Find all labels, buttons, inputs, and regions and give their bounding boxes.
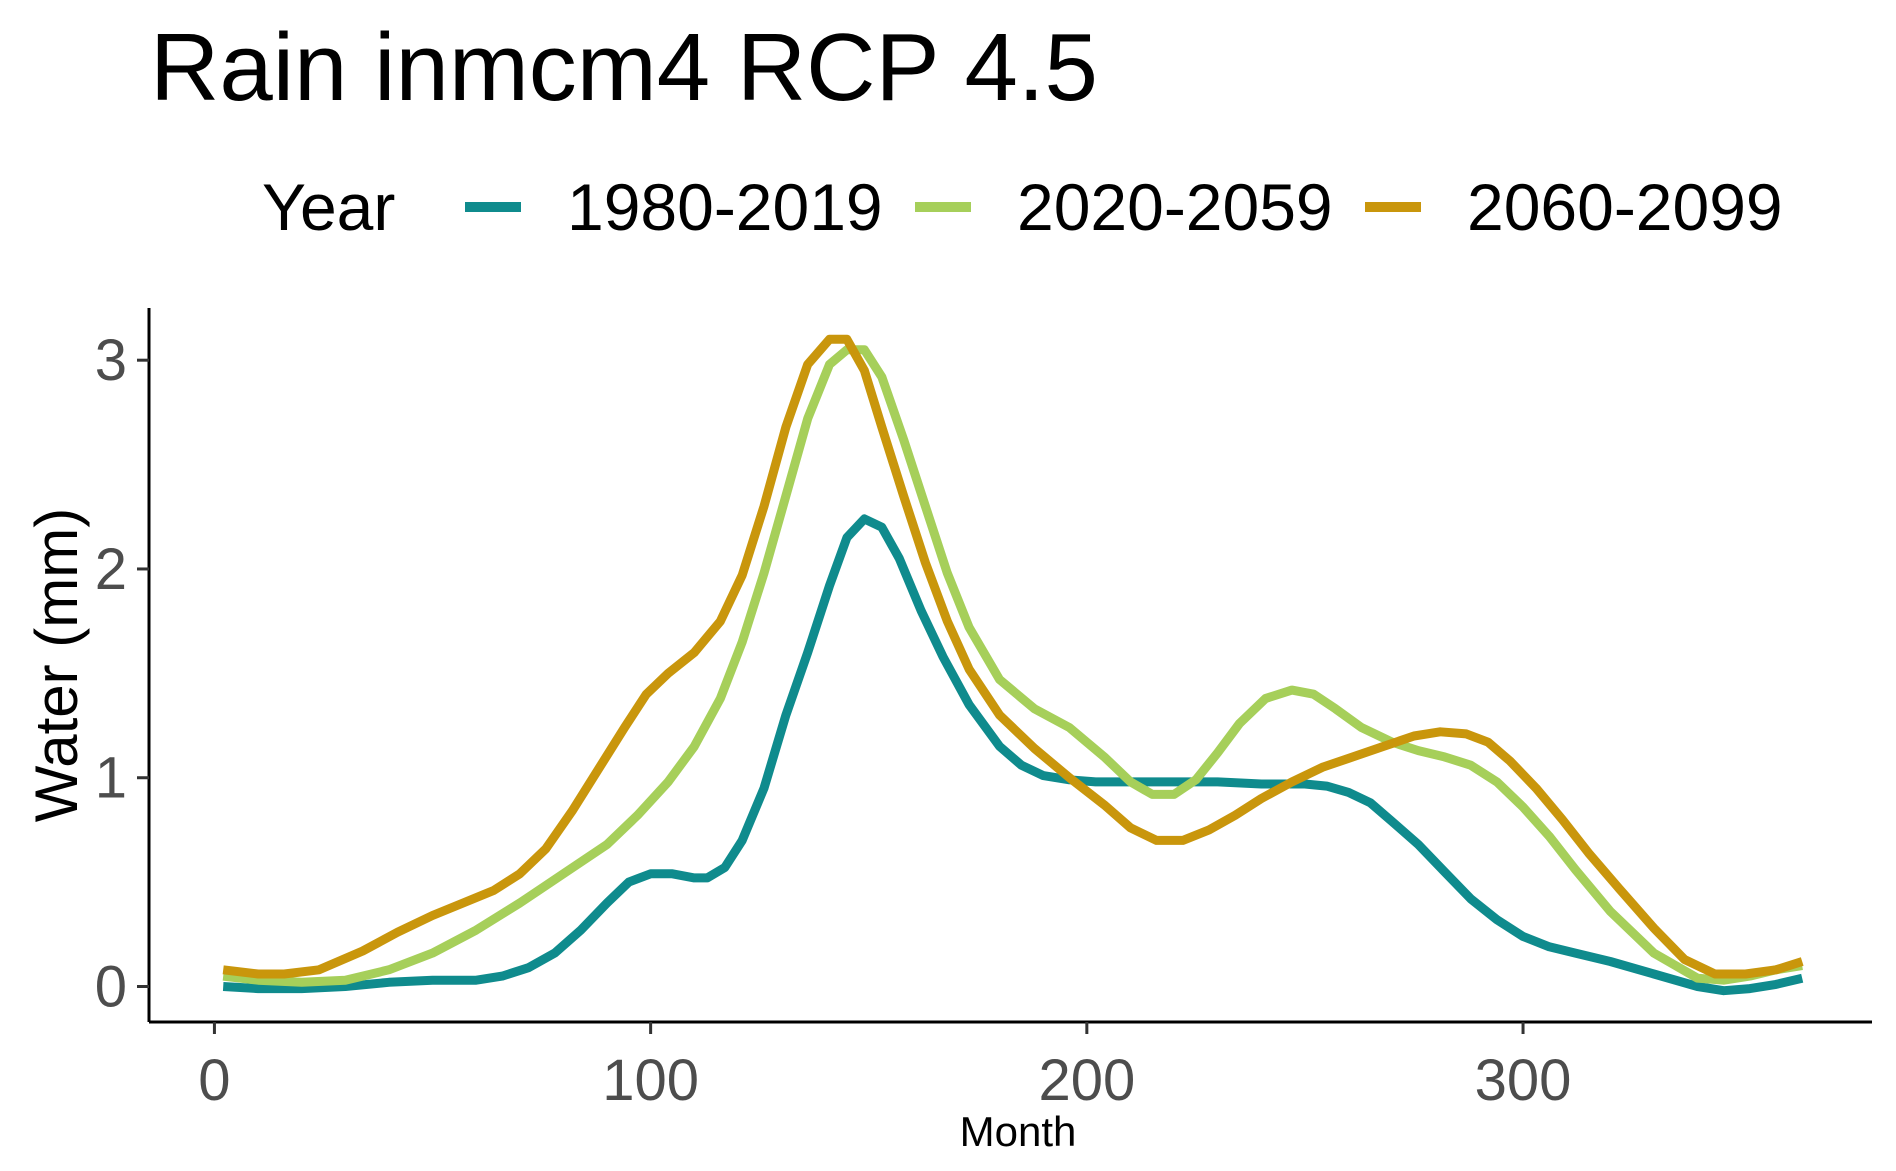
plot-area: 0 100 200 300 0 1 2 3 <box>95 308 1872 1113</box>
y-tick-label-3: 3 <box>95 328 127 393</box>
x-axis-title: Month <box>960 1108 1077 1155</box>
y-tick-label-1: 1 <box>95 746 127 811</box>
legend-label-2060-2099: 2060-2099 <box>1467 170 1783 244</box>
series-line-2060-2099 <box>222 334 1804 979</box>
series-layer <box>222 334 1804 996</box>
x-axis-ticks: 0 100 200 300 <box>198 1022 1571 1113</box>
series-line-1980-2019 <box>222 514 1804 996</box>
x-tick-label-200: 200 <box>1038 1048 1135 1113</box>
legend: Year 1980-2019 2020-2059 2060-2099 <box>262 170 1783 244</box>
x-tick-label-300: 300 <box>1475 1048 1572 1113</box>
x-tick-label-100: 100 <box>602 1048 699 1113</box>
x-tick-label-0: 0 <box>198 1048 230 1113</box>
y-axis-title: Water (mm) <box>23 508 90 822</box>
y-axis-ticks: 0 1 2 3 <box>95 328 149 1020</box>
chart-title: Rain inmcm4 RCP 4.5 <box>150 14 1098 121</box>
legend-label-2020-2059: 2020-2059 <box>1017 170 1333 244</box>
legend-title: Year <box>262 170 395 244</box>
legend-label-1980-2019: 1980-2019 <box>567 170 883 244</box>
series-line-2020-2059 <box>222 345 1803 987</box>
y-tick-label-0: 0 <box>95 955 127 1020</box>
y-tick-label-2: 2 <box>95 537 127 602</box>
